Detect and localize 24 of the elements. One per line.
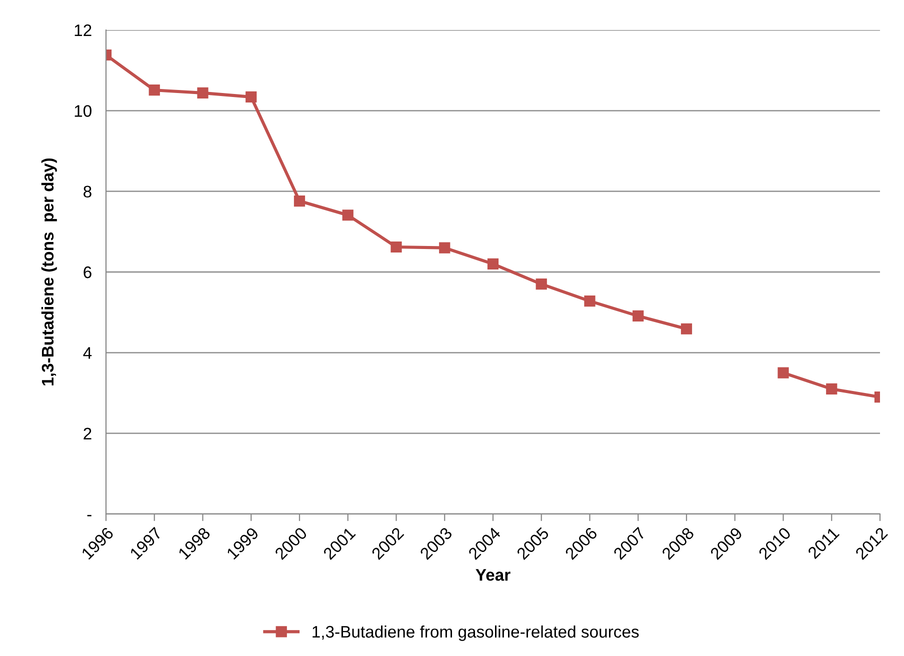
y-axis-title: 1,3-Butadiene (tons per day) <box>41 158 57 386</box>
y-tick-label: 12 <box>74 24 92 36</box>
point <box>390 241 402 253</box>
legend-label: 1,3-Butadiene from gasoline-related sources <box>312 625 639 641</box>
point <box>148 84 160 96</box>
point <box>632 310 644 322</box>
point <box>246 91 257 103</box>
point <box>826 383 838 395</box>
point <box>294 195 306 207</box>
x-axis-title: Year <box>476 569 510 581</box>
y-tick-label: 10 <box>74 105 92 117</box>
y-tick-label: 8 <box>84 186 92 198</box>
y-tick-label: 4 <box>83 347 92 359</box>
point <box>197 87 208 98</box>
y-tick-label: 6 <box>84 266 92 278</box>
y-tick-label: 2 <box>84 428 92 440</box>
point <box>680 323 692 334</box>
point <box>778 367 789 378</box>
point <box>584 295 596 307</box>
point <box>439 242 450 254</box>
point <box>487 258 499 270</box>
point <box>536 278 547 290</box>
point <box>342 210 354 221</box>
y-tick-label: - <box>87 514 92 516</box>
